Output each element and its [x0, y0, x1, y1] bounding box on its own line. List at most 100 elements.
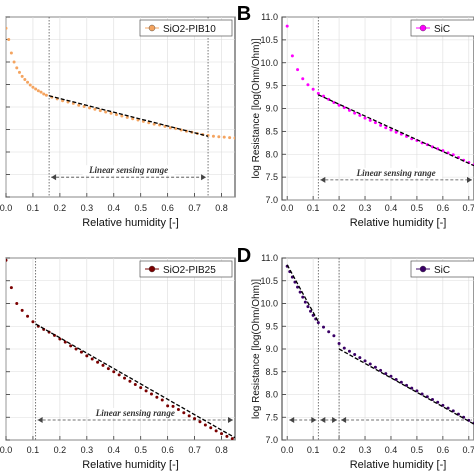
data-point: [384, 126, 388, 130]
range-label-bg: [89, 407, 182, 418]
data-points: [6, 258, 235, 440]
x-axis-label: Relative humidity [-]: [350, 217, 447, 229]
data-point: [168, 126, 172, 130]
data-point: [379, 368, 383, 372]
data-point: [96, 360, 100, 364]
data-point: [171, 404, 175, 408]
y-tick-label: 7.5: [265, 412, 278, 422]
x-tick-label: 0.1: [307, 445, 320, 455]
data-point: [36, 89, 40, 93]
legend-box: [410, 260, 474, 278]
data-point: [373, 365, 377, 369]
x-tick-label: 0.4: [385, 203, 398, 213]
x-tick-label: 0.0: [0, 445, 12, 455]
data-point: [26, 314, 30, 318]
data-point: [109, 111, 113, 115]
data-points: [285, 264, 474, 425]
data-point: [101, 363, 105, 367]
x-tick-label: 0.2: [54, 203, 67, 213]
data-point: [353, 111, 357, 115]
x-tick-label: 0.7: [188, 445, 201, 455]
fit-line: [338, 348, 474, 425]
data-point: [415, 389, 419, 393]
y-axis-label: log Resistance [log(Ohm/Ohm)]: [251, 38, 262, 178]
data-point: [327, 330, 331, 334]
y-tick-label: 11.0: [261, 253, 278, 263]
panel-d: 0.0 0.1 0.2 0.3 0.4 0.5 0.6 0.7 7.0 7.5 8.0 8.5 9.0 9…: [237, 245, 474, 471]
x-tick-label: 0.6: [161, 203, 174, 213]
data-point: [301, 295, 305, 299]
data-point: [26, 80, 30, 84]
x-tick-label: 0.5: [411, 445, 424, 455]
data-point: [217, 135, 221, 139]
x-tick-label: 0.6: [437, 203, 450, 213]
data-point: [394, 130, 398, 134]
data-point: [9, 286, 13, 290]
data-point: [74, 347, 78, 351]
range-arrow-head-left: [320, 416, 326, 423]
data-point: [20, 74, 24, 78]
y-tick-label: 10.5: [260, 35, 278, 45]
x-axis-label: Relative humidity [-]: [350, 459, 447, 471]
data-point: [306, 305, 310, 309]
x-tick-label: 0.6: [161, 445, 174, 455]
data-point: [88, 106, 92, 110]
data-point: [149, 392, 153, 396]
data-point: [405, 383, 409, 387]
y-tick-label: 10.5: [260, 276, 278, 286]
legend-label: SiC: [434, 265, 450, 276]
data-point: [141, 119, 145, 123]
range-label-bg: [82, 165, 175, 176]
x-axis-label: Relative humidity [-]: [82, 217, 179, 229]
data-point: [6, 26, 8, 30]
x-tick-label: 0.8: [215, 445, 228, 455]
x-tick-label: 0.3: [81, 445, 94, 455]
range-arrow-head-left: [320, 176, 326, 183]
x-tick-label: 0.3: [81, 203, 94, 213]
data-point: [85, 354, 89, 358]
data-point: [394, 377, 398, 381]
data-point: [23, 78, 27, 82]
data-point: [353, 352, 357, 356]
data-point: [133, 382, 137, 386]
data-point: [436, 147, 440, 151]
y-tick-label: 7.5: [265, 172, 278, 182]
data-point: [106, 367, 110, 371]
data-point: [389, 374, 393, 378]
range-label: Linear sensing range: [88, 165, 168, 175]
data-point: [120, 114, 124, 118]
legend-label: SiC: [434, 24, 450, 35]
x-tick-label: 0.0: [281, 445, 294, 455]
y-tick-label: 8.0: [265, 149, 278, 159]
data-point: [128, 379, 132, 383]
data-point: [90, 357, 94, 361]
data-point: [399, 380, 403, 384]
data-point: [298, 290, 302, 294]
y-tick-label: 11.0: [261, 12, 278, 22]
data-point: [131, 117, 135, 121]
data-point: [368, 362, 372, 366]
data-point: [160, 398, 164, 402]
data-point: [347, 349, 351, 353]
legend-marker: [419, 24, 427, 32]
data-point: [104, 110, 108, 114]
legend-marker: [148, 24, 156, 32]
y-tick-label: 8.0: [265, 390, 278, 400]
data-point: [117, 373, 121, 377]
data-point: [230, 437, 234, 440]
data-point: [34, 87, 38, 91]
data-point: [112, 370, 116, 374]
y-tick-label: 10.0: [260, 299, 278, 309]
data-point: [410, 386, 414, 390]
data-point: [12, 60, 16, 64]
data-point: [155, 395, 159, 399]
x-tick-label: 0.0: [0, 203, 12, 213]
data-point: [44, 93, 48, 97]
data-point: [306, 83, 310, 87]
legend-marker: [419, 265, 427, 273]
x-tick-label: 0.7: [463, 445, 474, 455]
data-points: [285, 24, 474, 167]
x-tick-label: 0.3: [359, 203, 372, 213]
data-point: [9, 51, 13, 55]
